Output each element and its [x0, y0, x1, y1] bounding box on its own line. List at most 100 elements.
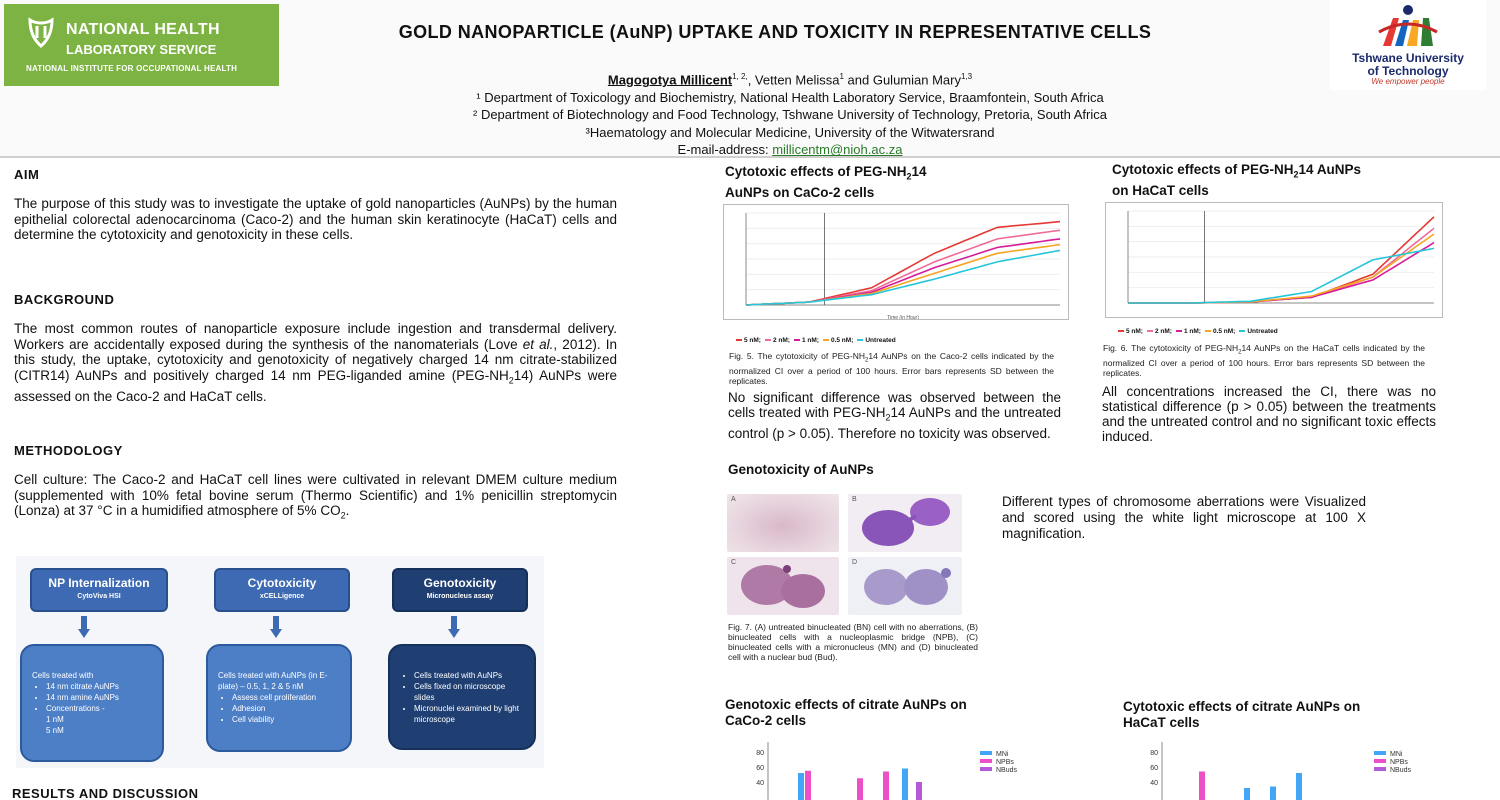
micrograph-d: D	[848, 557, 962, 615]
bar-mni	[1296, 773, 1302, 800]
methodology-flowchart: NP Internalization CytoViva HSI Cytotoxi…	[16, 556, 544, 768]
micrograph-c: C	[727, 557, 839, 615]
micrograph-b-cells	[862, 498, 950, 546]
list-item: 14 nm amine AuNPs	[46, 692, 152, 703]
caco-cytotoxicity-chart: Time (in Hour)	[723, 204, 1069, 320]
y-tick-label: 80	[1150, 750, 1158, 757]
nhls-mark-icon	[28, 17, 54, 48]
legend-swatch	[736, 338, 742, 341]
legend-label: Untreated	[1247, 328, 1278, 335]
legend-label: 5 nM;	[744, 337, 761, 344]
affiliation-2: ² Department of Biotechnology and Food T…	[473, 107, 1107, 123]
legend-label: 0.5 nM;	[1212, 328, 1236, 335]
bar-legend-swatch	[980, 767, 992, 771]
legend-swatch	[793, 338, 800, 341]
hacat-cytotoxicity-chart	[1105, 202, 1443, 318]
email-link[interactable]: millicentm@nioh.ac.za	[772, 142, 903, 158]
bar-legend-label: NPBs	[996, 759, 1014, 766]
aim-text: The purpose of this study was to investi…	[14, 196, 617, 242]
bar-legend-swatch	[980, 751, 992, 755]
series-line-untreated	[1128, 247, 1435, 304]
y-tick-label: 60	[1150, 765, 1158, 772]
tut-emblem-icon	[1378, 5, 1438, 46]
legend-label: Untreated	[865, 337, 896, 344]
poster-header: NATIONAL HEALTH LABORATORY SERVICE NATIO…	[0, 0, 1500, 158]
series-line-1-nm	[745, 238, 1061, 306]
legend-swatch	[857, 338, 864, 341]
micrograph-b: B	[848, 494, 962, 552]
org-line3: NATIONAL INSTITUTE FOR OCCUPATIONAL HEAL…	[26, 64, 238, 73]
caco-result-text: No significant difference was observed b…	[728, 390, 1061, 441]
series-line-5-nm	[1128, 216, 1435, 304]
series-line-5-nm	[745, 220, 1061, 306]
fig7-caption: Fig. 7. (A) untreated binucleated (BN) c…	[728, 622, 978, 662]
legend-swatch	[1204, 329, 1211, 332]
background-heading: BACKGROUND	[14, 292, 115, 307]
flow-arrow-2-icon	[270, 616, 282, 638]
bar-mni	[902, 768, 908, 800]
legend-swatch	[1175, 329, 1182, 332]
legend-swatch	[822, 338, 829, 341]
methodology-text: Cell culture: The Caco-2 and HaCaT cell …	[14, 472, 617, 521]
list-item: 14 nm citrate AuNPs	[46, 681, 152, 692]
list-item: 1 nM	[46, 715, 64, 724]
flow-list-genotoxicity: Cells treated with AuNPs Cells fixed on …	[388, 644, 536, 750]
fig6-caption: Fig. 6. The cytotoxicity of PEG-NH214 Au…	[1103, 343, 1425, 378]
bar-mni	[1270, 786, 1276, 800]
bar-mni	[1244, 788, 1250, 800]
citrate-hacat-title: Cytotoxic effects of citrate AuNPs on Ha…	[1123, 699, 1361, 730]
bar-legend-label: MNi	[996, 751, 1009, 758]
list-item: Cells treated with AuNPs	[414, 670, 524, 681]
y-tick-label: 80	[756, 750, 764, 757]
hacat-cyto-title: Cytotoxic effects of PEG-NH214 AuNPs on …	[1112, 162, 1362, 198]
author-block: Magogotya Millicent1, 2,, Vetten Melissa…	[300, 68, 1280, 159]
legend-swatch	[1118, 329, 1124, 332]
bar-legend-label: NBuds	[1390, 767, 1412, 774]
flow-list-internalization: Cells treated with 14 nm citrate AuNPs 1…	[20, 644, 164, 762]
genotoxicity-heading: Genotoxicity of AuNPs	[728, 462, 874, 477]
bar-npbs	[883, 771, 889, 800]
micrograph-d-cells	[864, 568, 951, 605]
x-axis-label: Time (in Hour)	[887, 315, 919, 320]
legend-swatch	[1146, 329, 1153, 332]
y-tick-label: 40	[1150, 780, 1158, 787]
list-item: Assess cell proliferation	[232, 692, 340, 703]
bar-legend-swatch	[1374, 759, 1386, 763]
results-heading: RESULTS AND DISCUSSION	[12, 786, 199, 800]
bar-legend-label: MNi	[1390, 751, 1403, 758]
poster-title: GOLD NANOPARTICLE (AuNP) UPTAKE AND TOXI…	[398, 22, 1152, 42]
genotoxicity-text: Different types of chromosome aberration…	[1002, 494, 1366, 541]
bar-legend-label: NBuds	[996, 767, 1018, 774]
micrograph-a: A	[727, 494, 839, 552]
y-tick-label: 60	[756, 765, 764, 772]
legend-label: 1 nM;	[801, 337, 819, 344]
list-item: Concentrations -	[46, 703, 152, 714]
flow-box-internalization: NP Internalization CytoViva HSI	[30, 568, 168, 612]
legend-label: 5 nM;	[1126, 328, 1143, 335]
list-item: Cell viability	[232, 714, 340, 725]
flow-list-cytotoxicity: Cells treated with AuNPs (in E-plate) – …	[206, 644, 352, 752]
bar-npbs	[805, 770, 811, 800]
hacat-result-text: All concentrations increased the CI, the…	[1102, 384, 1436, 444]
author-main: Magogotya Millicent	[607, 72, 733, 88]
bar-npbs	[857, 778, 863, 800]
list-item: Cells fixed on microscope slides	[414, 681, 524, 703]
author-line: Magogotya Millicent1, 2,, Vetten Melissa…	[607, 72, 973, 88]
list-item: Micronuclei examined by light microscope	[414, 703, 524, 725]
affiliation-1: ¹ Department of Toxicology and Biochemis…	[476, 89, 1104, 105]
tut-tagline: We empower people	[1371, 77, 1445, 86]
org-line2: LABORATORY SERVICE	[66, 42, 217, 57]
legend-label: 2 nM;	[772, 337, 790, 344]
bar-legend-swatch	[980, 759, 992, 763]
bar-mni	[798, 773, 804, 800]
micrograph-c-cells	[741, 565, 825, 608]
flow-box-genotoxicity: Genotoxicity Micronucleus assay	[392, 568, 528, 612]
legend-label: 0.5 nM;	[830, 337, 854, 344]
bar-legend-swatch	[1374, 751, 1386, 755]
bar-legend-label: NPBs	[1390, 759, 1408, 766]
org-line1: NATIONAL HEALTH	[66, 21, 220, 38]
fig5-caption: Fig. 5. The cytotoxicity of PEG-NH214 Au…	[729, 351, 1055, 386]
methodology-heading: METHODOLOGY	[14, 443, 123, 458]
geno-caco-title: Genotoxic effects of citrate AuNPs on Ca…	[725, 697, 967, 728]
